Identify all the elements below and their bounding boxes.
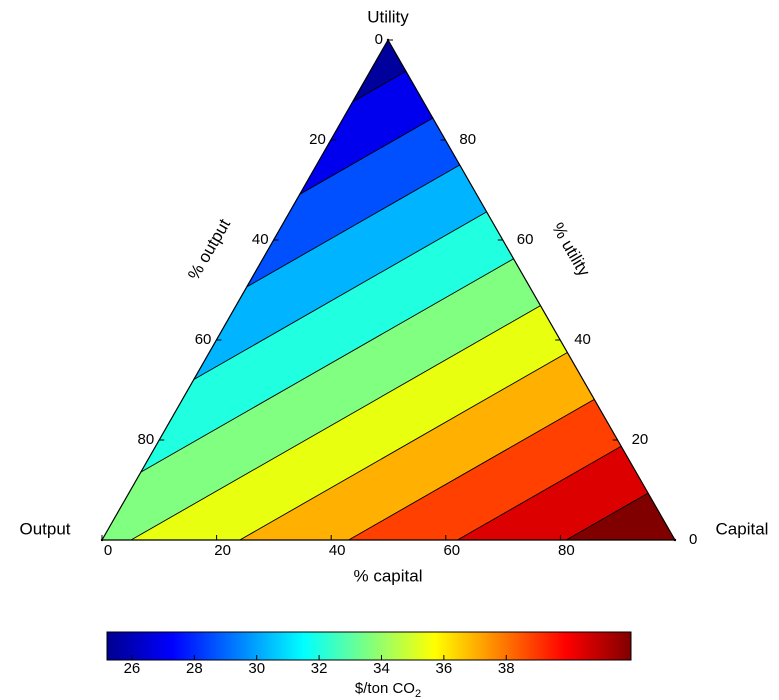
tick-label: 80	[558, 542, 575, 559]
colorbar-tick-label: 34	[373, 660, 390, 677]
tick-label: 40	[252, 231, 269, 248]
tick-label: 60	[443, 542, 460, 559]
colorbar-tick-label: 28	[186, 660, 203, 677]
tick-label: 80	[459, 131, 476, 148]
contour-line	[348, 398, 595, 541]
colorbar-label-sub: 2	[415, 688, 421, 700]
contour-line	[130, 305, 541, 541]
contour-line	[239, 352, 568, 541]
axis-label: % capital	[354, 566, 423, 585]
contour-line	[246, 164, 460, 288]
triangle-outline	[100, 38, 677, 541]
contour-bands	[101, 39, 676, 541]
colorbar-tick-label: 38	[498, 660, 515, 677]
contour-line	[193, 211, 487, 380]
tick-label: 0	[689, 531, 697, 548]
contour-line	[352, 70, 407, 103]
axis-label: % utility	[548, 219, 594, 280]
corner-label: Capital	[716, 519, 769, 538]
contour-line	[565, 492, 649, 541]
tick-label: 60	[517, 231, 534, 248]
tick-label: 20	[309, 131, 326, 148]
colorbar-tick-label: 32	[311, 660, 328, 677]
tick-label: 20	[632, 431, 649, 448]
colorbar-tick-label: 30	[248, 660, 265, 677]
tick-label: 0	[375, 31, 383, 48]
contour-line	[140, 258, 514, 473]
tick-label: 20	[214, 542, 231, 559]
colorbar	[106, 631, 632, 661]
tick-label: 0	[104, 542, 112, 559]
contour-line	[299, 117, 434, 195]
colorbar-label-text: $/ton CO	[355, 680, 415, 697]
contour-line	[457, 445, 622, 541]
corner-label: Utility	[367, 7, 409, 26]
tick-label: 60	[195, 331, 212, 348]
tick-label: 80	[138, 431, 155, 448]
colorbar-tick-label: 36	[436, 660, 453, 677]
colorbar-tick-label: 26	[124, 660, 141, 677]
tick-label: 40	[329, 542, 346, 559]
axis-label: % output	[184, 215, 234, 283]
contour-lines	[130, 70, 649, 541]
colorbar-label: $/ton CO2	[355, 680, 421, 700]
corner-label: Output	[19, 519, 70, 538]
tick-label: 40	[574, 331, 591, 348]
